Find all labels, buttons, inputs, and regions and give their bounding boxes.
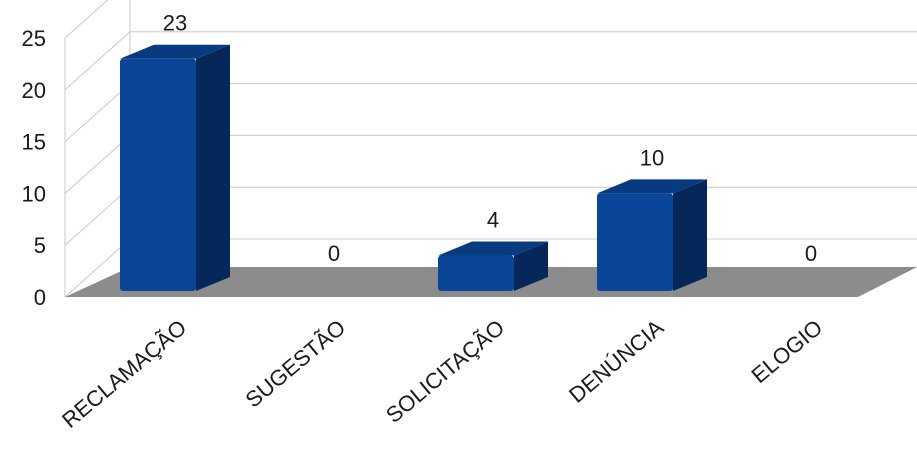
x-category-label: SUGESTÃO [240, 315, 350, 413]
x-category-label: SOLICITAÇÃO [381, 315, 509, 428]
data-label: 0 [805, 241, 817, 266]
bar [597, 179, 707, 291]
y-tick-label: 20 [22, 78, 46, 103]
y-axis-ticks: 0 5 10 15 20 25 [22, 26, 46, 310]
gridline [64, 31, 917, 91]
gridline [64, 0, 109, 39]
y-tick-label: 10 [22, 181, 46, 206]
x-axis-categories: RECLAMAÇÃO SUGESTÃO SOLICITAÇÃO DENÚNCIA ELO… [57, 314, 827, 432]
bars [120, 44, 707, 291]
y-tick-label: 15 [22, 130, 46, 155]
bar [120, 44, 230, 291]
data-label: 23 [163, 11, 187, 36]
gridline [64, 238, 917, 298]
y-tick-label: 5 [34, 233, 46, 258]
y-tick-label: 25 [22, 26, 46, 51]
x-category-label: DENÚNCIA [564, 314, 668, 407]
data-label: 0 [328, 241, 340, 266]
gridline [64, 186, 917, 246]
data-label: 4 [487, 208, 499, 233]
y-tick-label: 0 [34, 285, 46, 310]
data-label: 10 [640, 145, 664, 170]
x-category-label: RECLAMAÇÃO [57, 315, 191, 433]
data-labels: 23 0 4 10 0 [163, 11, 817, 266]
gridline [64, 83, 917, 142]
x-category-label: ELOGIO [747, 315, 828, 388]
bar [438, 241, 548, 291]
gridline [64, 134, 917, 194]
